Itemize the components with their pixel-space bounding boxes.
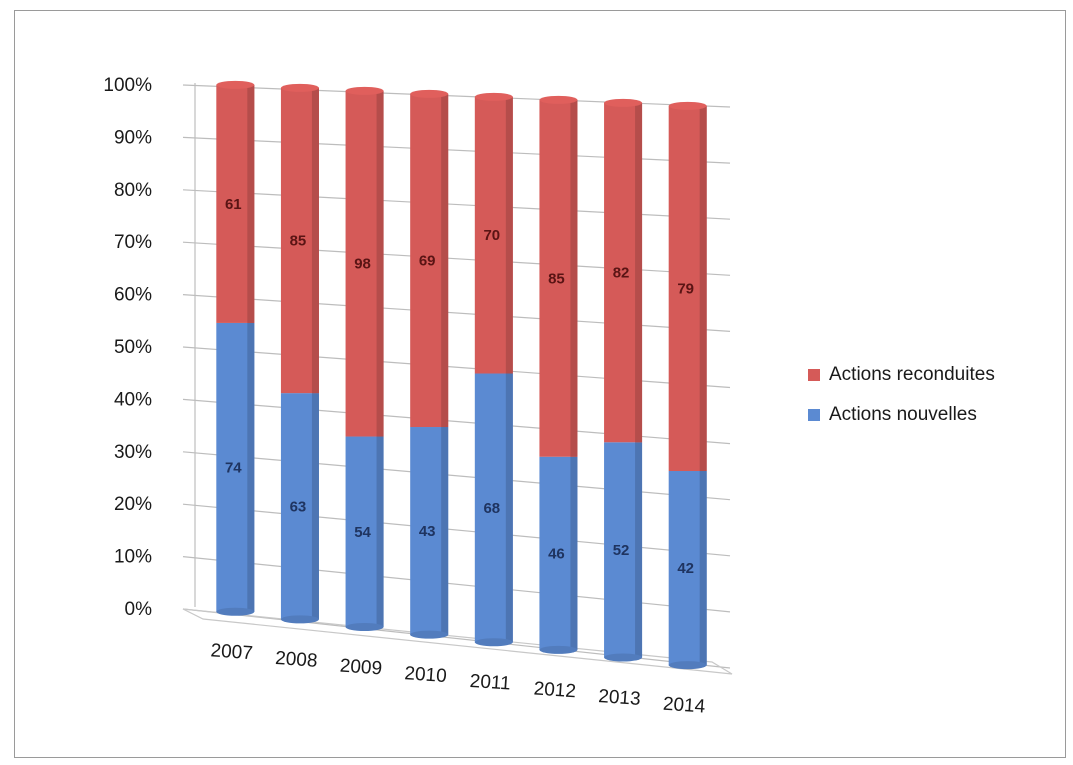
bar-segment-nouvelles-side: [376, 436, 384, 628]
y-tick-label: 100%: [103, 75, 152, 96]
y-tick-label: 50%: [114, 337, 152, 358]
bar-top: [280, 83, 319, 92]
bar-segment-nouvelles-side: [505, 373, 513, 643]
bar-bottom: [604, 653, 643, 662]
bar-bottom: [216, 607, 255, 616]
y-tick-label: 60%: [114, 285, 152, 306]
y-tick-label: 40%: [114, 389, 152, 410]
gridline: [182, 84, 731, 108]
data-label-nouvelles: 63: [290, 498, 307, 515]
bar-top: [216, 80, 255, 89]
bar-top: [474, 92, 513, 101]
gridline: [182, 503, 731, 557]
gridline: [182, 294, 731, 332]
bar-segment-nouvelles-side: [311, 393, 319, 620]
legend-label-nouvelles: Actions nouvelles: [829, 404, 977, 425]
bar-top: [668, 101, 707, 110]
gridline: [182, 241, 731, 276]
x-tick-label: 2009: [339, 656, 383, 680]
bar-segment-nouvelles-side: [247, 322, 255, 612]
data-label-reconduites: 69: [419, 252, 436, 269]
x-tick-label: 2010: [404, 663, 448, 687]
x-tick-label: 2008: [274, 648, 318, 672]
gridline: [182, 451, 731, 501]
x-tick-label: 2013: [598, 686, 642, 710]
y-tick-label: 80%: [114, 180, 152, 201]
floor-plane: [182, 608, 733, 675]
y-tick-label: 20%: [114, 494, 152, 515]
bar-segment-reconduites-side: [247, 84, 255, 323]
x-tick-label: 2011: [469, 671, 511, 695]
x-tick-label: 2012: [533, 678, 577, 702]
bar-bottom: [280, 615, 319, 624]
bar-segment-reconduites-side: [699, 105, 707, 472]
legend-swatch-reconduites: [808, 369, 820, 381]
bar-segment-nouvelles-side: [699, 471, 707, 666]
data-label-reconduites: 85: [290, 233, 307, 250]
bar-segment-reconduites-side: [635, 102, 643, 443]
bar-top: [604, 98, 643, 107]
data-label-nouvelles: 54: [354, 524, 371, 541]
gridline: [182, 398, 731, 445]
bar-bottom: [668, 661, 707, 670]
bar-segment-reconduites-side: [311, 87, 319, 394]
legend-swatch-nouvelles: [808, 409, 820, 421]
bars: [216, 80, 707, 670]
gridline: [182, 346, 731, 389]
data-label-reconduites: 70: [483, 227, 500, 244]
legend-label-reconduites: Actions reconduites: [829, 364, 995, 385]
bar-segment-reconduites-side: [570, 99, 578, 457]
bar-top: [539, 95, 578, 104]
bar-bottom: [345, 623, 384, 632]
bar-bottom: [539, 645, 578, 654]
bar-segment-reconduites-side: [376, 90, 384, 437]
y-tick-label: 30%: [114, 442, 152, 463]
gridline: [182, 556, 731, 613]
y-tick-label: 10%: [114, 547, 152, 568]
data-label-reconduites: 98: [354, 256, 371, 273]
bar-segment-nouvelles-side: [570, 456, 578, 650]
data-label-reconduites: 82: [613, 265, 630, 282]
data-label-nouvelles: 74: [225, 459, 242, 476]
bar-bottom: [410, 630, 449, 639]
bar-bottom: [474, 638, 513, 647]
x-tick-label: 2007: [210, 640, 254, 664]
data-label-nouvelles: 68: [483, 500, 500, 517]
y-tick-label: 70%: [114, 232, 152, 253]
legend-item-reconduites: Actions reconduites: [808, 362, 995, 388]
data-label-reconduites: 85: [548, 270, 565, 287]
gridlines: [182, 83, 733, 675]
x-axis-ticks: 2007 2008 2009 2010 2011 2012 2013 2014: [210, 640, 706, 717]
legend-item-nouvelles: Actions nouvelles: [808, 402, 995, 428]
data-label-reconduites: 79: [677, 280, 694, 297]
bar-segment-reconduites-side: [505, 96, 513, 374]
data-label-nouvelles: 42: [677, 560, 694, 577]
data-labels: 74 61 63 85 54 98 43 69 68 70 46 85 52 82 42 79: [225, 196, 694, 577]
y-tick-label: 0%: [125, 599, 153, 620]
y-tick-label: 90%: [114, 127, 152, 148]
y-axis-ticks: 0% 10% 20% 30% 40% 50% 60% 70% 80% 90% 100%: [103, 75, 152, 620]
data-label-reconduites: 61: [225, 196, 242, 213]
data-label-nouvelles: 46: [548, 545, 565, 562]
bar-segment-reconduites-side: [441, 93, 449, 428]
legend: Actions reconduites Actions nouvelles: [808, 362, 995, 442]
bar-top: [410, 89, 449, 98]
gridline: [182, 608, 731, 669]
data-label-nouvelles: 52: [613, 542, 630, 559]
bar-top: [345, 86, 384, 95]
data-label-nouvelles: 43: [419, 523, 436, 540]
gridline: [182, 189, 731, 220]
x-tick-label: 2014: [662, 694, 706, 718]
bar-segment-nouvelles-side: [635, 442, 643, 658]
bar-segment-nouvelles-side: [441, 427, 449, 635]
gridline: [182, 136, 731, 164]
